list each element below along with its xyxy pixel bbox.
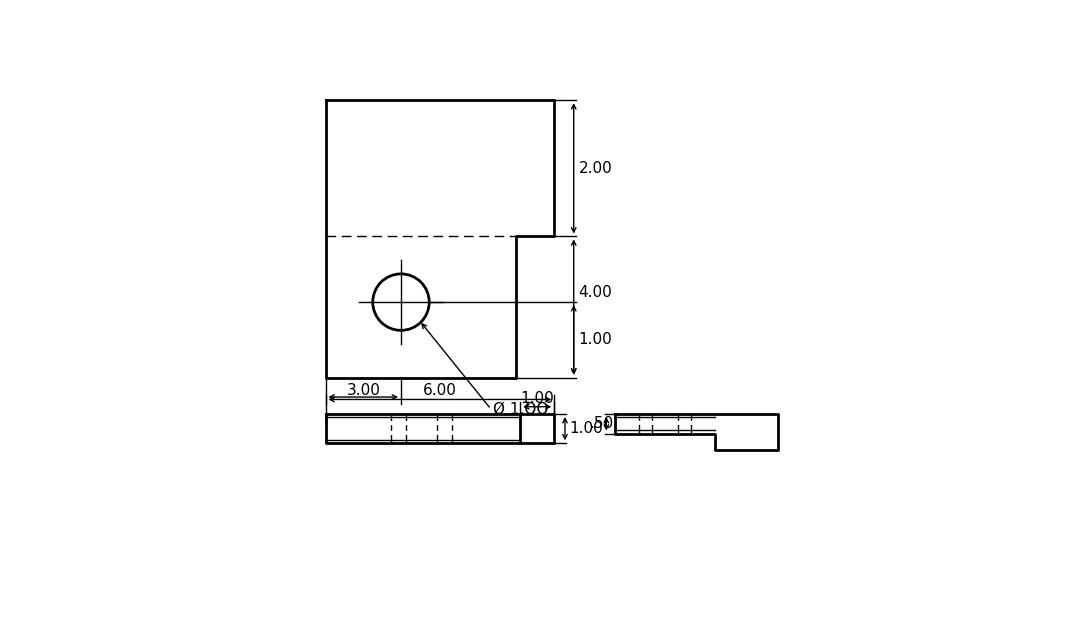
Text: .50: .50 <box>590 416 614 431</box>
Text: 1.00: 1.00 <box>569 421 602 436</box>
Text: 3.00: 3.00 <box>346 383 381 398</box>
Text: 4.00: 4.00 <box>579 285 612 300</box>
Text: 1.00: 1.00 <box>520 391 554 406</box>
Text: 1.00: 1.00 <box>579 332 612 348</box>
Text: Ø 1.OO: Ø 1.OO <box>493 402 549 416</box>
Text: 6.00: 6.00 <box>423 384 457 399</box>
Text: 2.00: 2.00 <box>579 161 612 176</box>
